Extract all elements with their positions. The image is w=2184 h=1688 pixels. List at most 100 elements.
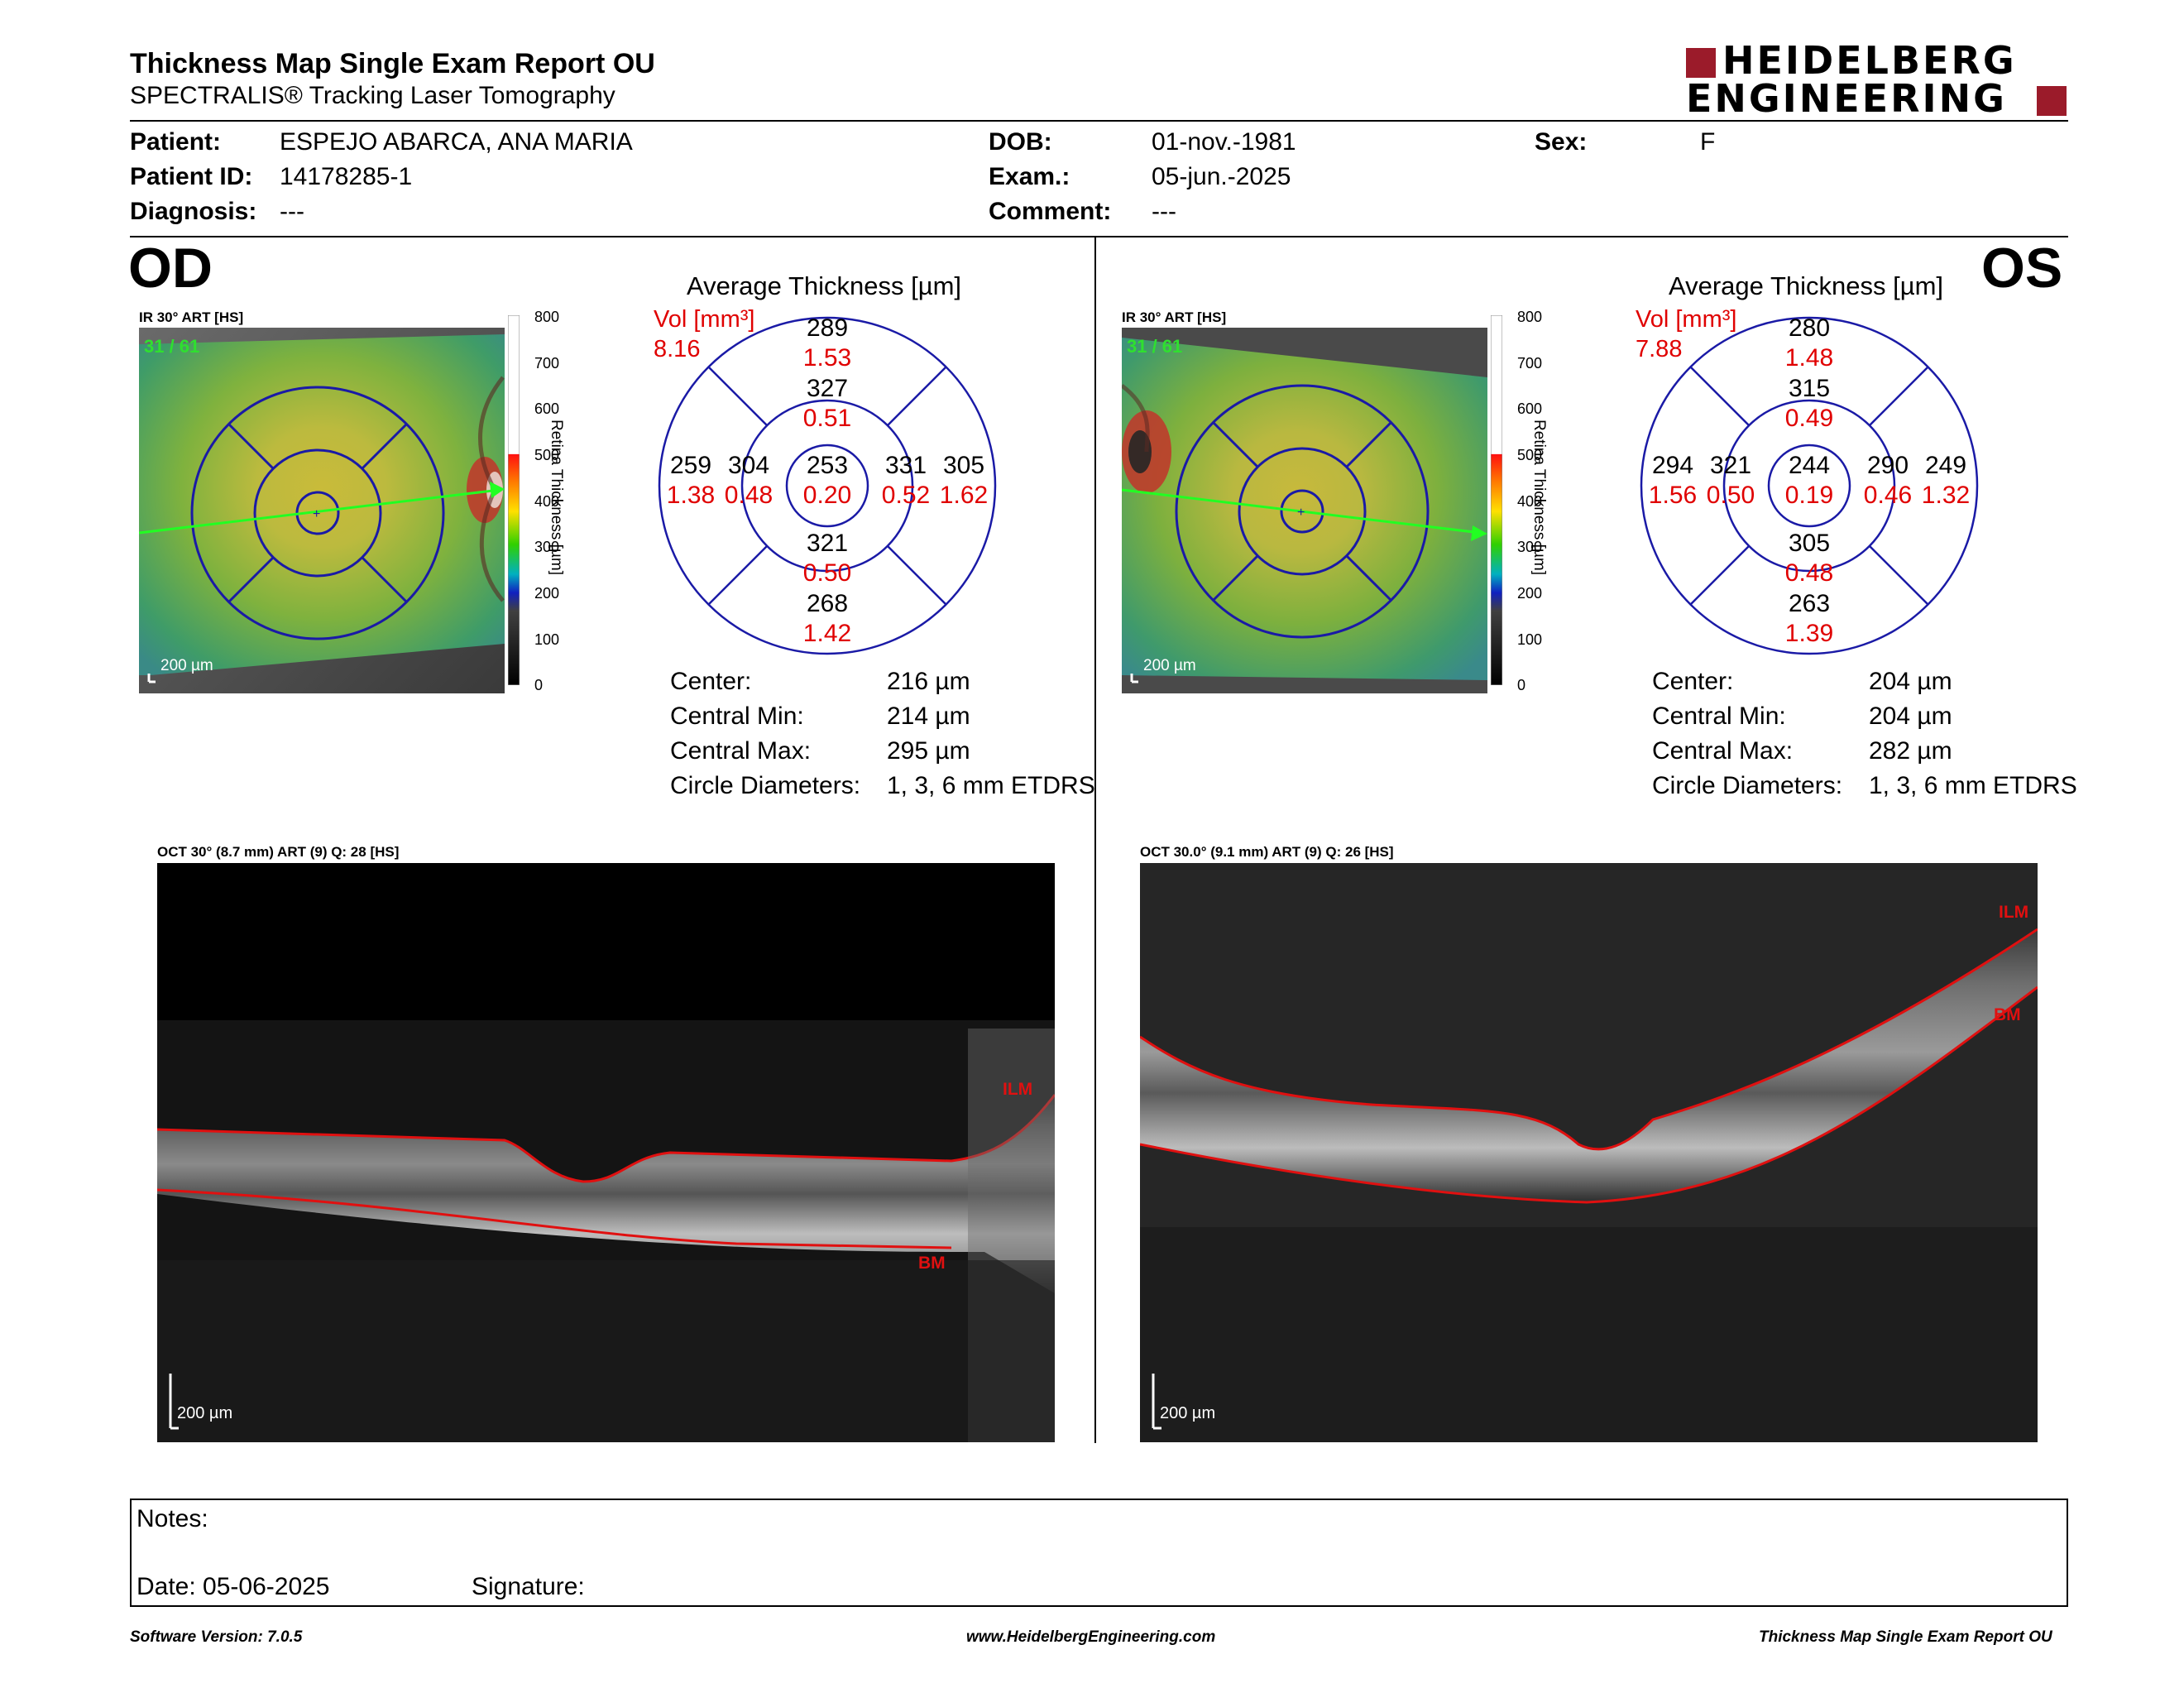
scale-tick: 600: [534, 400, 560, 417]
os-inner-nas: 290: [1867, 452, 1909, 479]
os-bm-label: BM: [1994, 1005, 2021, 1024]
scale-tick: 0: [1517, 677, 1526, 693]
od-frame-counter: 31 / 61: [144, 336, 200, 357]
od-etdrs-grid: 289 1.53 327 0.51 259 1.38 304 0.48 253 …: [658, 314, 997, 655]
os-outer-sup-vol: 1.48: [1785, 344, 1833, 372]
os-inner-sup-vol: 0.49: [1785, 405, 1833, 432]
os-outer-inf-vol: 1.39: [1785, 620, 1833, 647]
od-max-value: 295 µm: [887, 737, 970, 765]
footer-website-link[interactable]: www.HeidelbergEngineering.com: [966, 1628, 1216, 1646]
signature-label: Signature:: [472, 1573, 585, 1600]
os-oct-label: OCT 30.0° (9.1 mm) ART (9) Q: 26 [HS]: [1140, 844, 1394, 860]
scale-tick: 700: [534, 355, 560, 372]
scale-tick: 100: [1517, 631, 1543, 648]
svg-text:+: +: [1297, 506, 1305, 520]
os-avg-title: Average Thickness [µm]: [1669, 271, 1944, 300]
os-min-value: 204 µm: [1869, 703, 1952, 730]
footer-software-version: Software Version: 7.0.5: [130, 1628, 303, 1646]
os-outer-sup: 280: [1789, 316, 1830, 342]
od-inner-temp-vol: 0.48: [725, 482, 773, 509]
od-inner-sup: 327: [807, 375, 848, 402]
os-max-value: 282 µm: [1869, 737, 1952, 765]
os-diam-value: 1, 3, 6 mm ETDRS: [1869, 772, 2077, 799]
od-inner-inf: 321: [807, 530, 848, 557]
os-ilm-label: ILM: [1999, 903, 2029, 922]
logo-square-icon: [1686, 48, 1716, 78]
os-ir-label: IR 30° ART [HS]: [1122, 309, 1227, 325]
os-min-label: Central Min:: [1652, 703, 1786, 730]
heidelberg-logo: HEIDELBERG ENGINEERING: [1686, 41, 2068, 121]
logo-square-icon-2: [2037, 86, 2067, 116]
os-etdrs-grid: 280 1.48 315 0.49 294 1.56 321 0.50 244 …: [1640, 314, 1979, 655]
scale-tick: 800: [1517, 309, 1543, 325]
scale-tick: 400: [534, 493, 560, 510]
os-center-vol: 0.19: [1785, 482, 1833, 509]
os-scale-ticks: 800 700 600 500 400 300 200 100 0: [1502, 309, 1569, 698]
os-inner-temp-vol: 0.50: [1707, 482, 1755, 509]
od-outer-nas-vol: 1.62: [940, 482, 988, 509]
os-center: 244: [1789, 452, 1830, 479]
patient-value: ESPEJO ABARCA, ANA MARIA: [280, 128, 633, 156]
od-center-value: 216 µm: [887, 668, 970, 695]
footer-report-name: Thickness Map Single Exam Report OU: [1759, 1628, 2052, 1646]
comment-value: ---: [1152, 198, 1176, 225]
od-outer-sup-vol: 1.53: [803, 344, 851, 372]
os-center-label: Center:: [1652, 668, 1734, 695]
od-min-label: Central Min:: [670, 703, 804, 730]
os-vol-label: Vol [mm³]: [1636, 306, 1737, 333]
dob-value: 01-nov.-1981: [1152, 128, 1296, 156]
scale-tick: 400: [1517, 493, 1543, 510]
logo-text-2: ENGINEERING: [1686, 76, 2007, 121]
od-min-value: 214 µm: [887, 703, 970, 730]
scale-tick: 100: [534, 631, 560, 648]
scale-tick: 800: [534, 309, 560, 325]
od-inner-sup-vol: 0.51: [803, 405, 851, 432]
od-thickness-map: + 31 / 61 200 µm: [138, 328, 505, 693]
sex-label: Sex:: [1535, 128, 1588, 156]
scale-tick: 500: [534, 447, 560, 463]
os-thickness-map: + 31 / 61 200 µm: [1120, 328, 1487, 693]
os-eye-label: OS: [1981, 237, 2063, 300]
sex-value: F: [1700, 128, 1716, 156]
od-outer-inf: 268: [807, 590, 848, 617]
os-inner-sup: 315: [1789, 375, 1830, 402]
scale-tick: 200: [1517, 585, 1543, 602]
os-center-value: 204 µm: [1869, 668, 1952, 695]
od-avg-title: Average Thickness [µm]: [687, 271, 962, 300]
diagnosis-value: ---: [280, 198, 304, 225]
od-center-vol: 0.20: [803, 482, 851, 509]
od-inner-nas: 331: [885, 452, 927, 479]
os-oct-bscan: ILM BM 200 µm: [1139, 863, 2038, 1442]
od-color-scale: [507, 314, 520, 686]
notes-box[interactable]: Notes: Date: 05-06-2025 Signature:: [130, 1499, 2068, 1607]
os-outer-inf: 263: [1789, 590, 1830, 617]
od-vol-value: 8.16: [654, 336, 701, 362]
od-ilm-label: ILM: [1003, 1080, 1033, 1099]
od-scale-axis-label: Retina Thickness [µm]: [548, 420, 565, 575]
header-divider: [130, 120, 2068, 122]
scale-tick: 300: [1517, 539, 1543, 555]
od-eye-label: OD: [128, 237, 213, 300]
od-max-label: Central Max:: [670, 737, 812, 765]
od-map-scalebar: 200 µm: [160, 657, 213, 674]
od-inner-temp: 304: [728, 452, 769, 479]
od-vol-label: Vol [mm³]: [654, 306, 755, 333]
os-color-scale: [1490, 314, 1503, 686]
os-vol-value: 7.88: [1636, 336, 1683, 362]
od-outer-nas: 305: [943, 452, 984, 479]
os-diam-label: Circle Diameters:: [1652, 772, 1843, 799]
notes-label: Notes:: [136, 1505, 208, 1532]
od-diam-value: 1, 3, 6 mm ETDRS: [887, 772, 1095, 799]
od-outer-temp-vol: 1.38: [667, 482, 715, 509]
os-map-scalebar: 200 µm: [1143, 657, 1196, 674]
os-max-label: Central Max:: [1652, 737, 1794, 765]
info-divider: [130, 236, 2068, 237]
od-inner-nas-vol: 0.52: [882, 482, 930, 509]
center-divider: [1094, 237, 1096, 1443]
os-inner-inf: 305: [1789, 530, 1830, 557]
od-inner-inf-vol: 0.50: [803, 559, 851, 587]
diagnosis-label: Diagnosis:: [130, 198, 257, 225]
od-bm-label: BM: [918, 1254, 946, 1273]
od-outer-inf-vol: 1.42: [803, 620, 851, 647]
patient-id-label: Patient ID:: [130, 163, 253, 190]
